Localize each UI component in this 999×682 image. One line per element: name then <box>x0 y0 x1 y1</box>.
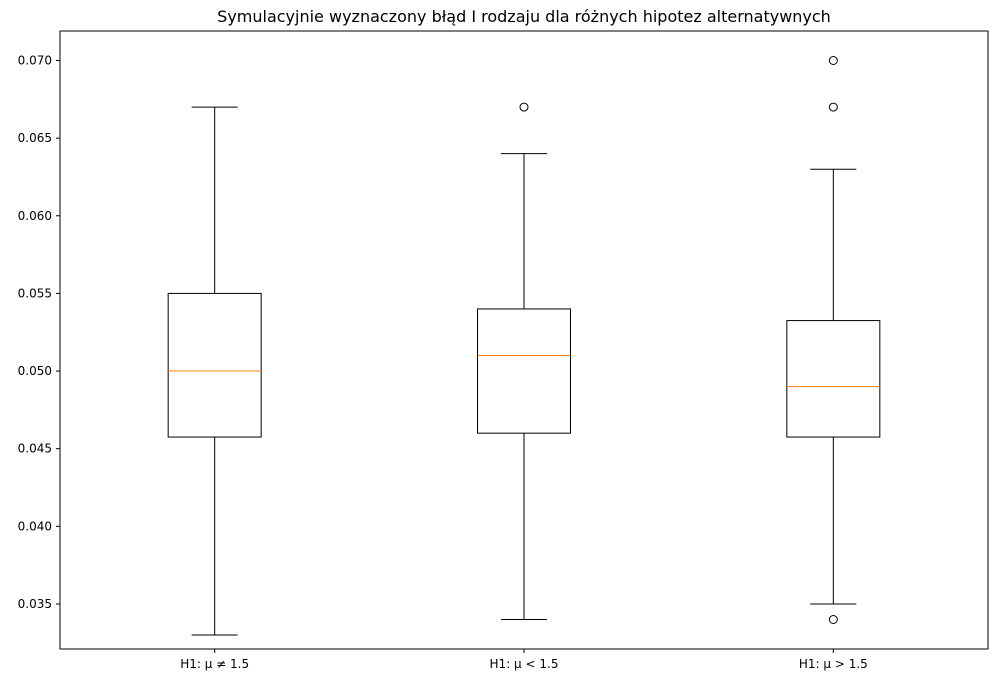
box-iqr <box>477 308 571 434</box>
x-tick-label: H1: μ < 1.5 <box>490 657 559 671</box>
outlier-point <box>828 102 838 112</box>
chart-title: Symulacyjnie wyznaczony błąd I rodzaju d… <box>217 7 831 26</box>
y-tick-label: 0.070 <box>18 54 52 68</box>
y-tick-label: 0.035 <box>18 597 52 611</box>
x-tick-label: H1: μ > 1.5 <box>799 657 868 671</box>
y-tick-label: 0.060 <box>18 209 52 223</box>
y-tick-label: 0.065 <box>18 131 52 145</box>
y-tick-label: 0.040 <box>18 519 52 533</box>
box-iqr <box>167 292 262 438</box>
y-tick-label: 0.055 <box>18 286 52 300</box>
box-iqr <box>786 320 881 438</box>
y-tick-label: 0.050 <box>18 364 52 378</box>
y-tick-label: 0.045 <box>18 442 52 456</box>
outlier-point <box>828 56 838 66</box>
x-tick-label: H1: μ ≠ 1.5 <box>180 657 249 671</box>
outlier-point <box>828 614 838 624</box>
outlier-point <box>519 102 529 112</box>
